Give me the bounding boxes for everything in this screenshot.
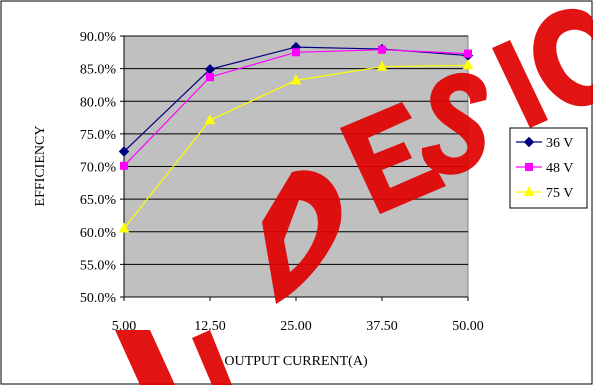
legend-entry: 48 V [516,161,573,176]
y-tick-label: 80.0% [80,95,117,110]
data-point [290,74,302,85]
watermark-i [492,40,548,128]
legend-box [509,127,588,209]
data-point [120,161,128,170]
data-point [204,114,216,125]
y-tick-label: 75.0% [80,128,117,143]
legend-label: 48 V [546,161,573,176]
legend-marker [525,163,533,171]
y-tick-label: 50.0% [80,291,117,306]
data-point [206,73,214,82]
x-tick-label: 12.50 [194,319,226,334]
data-point [464,49,472,58]
legend: 36 V 48 V 75 V [516,136,573,201]
x-tick-label: 37.50 [366,319,398,334]
watermark-stroke-1 [115,330,175,385]
data-point [118,222,130,233]
legend-marker [523,136,535,148]
y-tick-label: 60.0% [80,226,117,241]
data-point [292,48,300,57]
y-tick-label: 55.0% [80,258,117,273]
series-2 [120,45,472,170]
series-layer [118,41,474,233]
x-axis-title: OUTPUT CURRENT(A) [224,354,368,369]
data-point [462,59,474,70]
x-tick-label: 25.00 [280,319,312,334]
y-tick-label: 90.0% [80,30,117,45]
watermark-s [421,72,487,175]
watermark-c [533,8,593,107]
watermark-d [262,170,342,304]
gridlines [120,35,468,298]
y-tick-label: 65.0% [80,193,117,208]
legend-label: 36 V [546,136,573,151]
legend-marker [523,185,535,196]
series-3 [118,59,474,233]
y-tick-labels: 50.0% 55.0% 60.0% 65.0% 70.0% 75.0% 80.0% 85.0%… [80,30,117,306]
data-point [118,146,130,157]
y-tick-label: 85.0% [80,63,117,78]
legend-entry: 75 V [516,185,573,201]
data-point [376,60,388,71]
watermark-stroke-2 [192,330,232,385]
watermark-logo [115,8,593,385]
legend-label: 75 V [546,186,573,201]
legend-entry: 36 V [516,136,573,151]
y-tick-label: 70.0% [80,161,117,176]
data-point [378,45,386,54]
x-tick-label: 50.00 [452,319,484,334]
watermark-e [340,102,446,214]
y-axis-title: EFFICIENCY [33,126,48,207]
